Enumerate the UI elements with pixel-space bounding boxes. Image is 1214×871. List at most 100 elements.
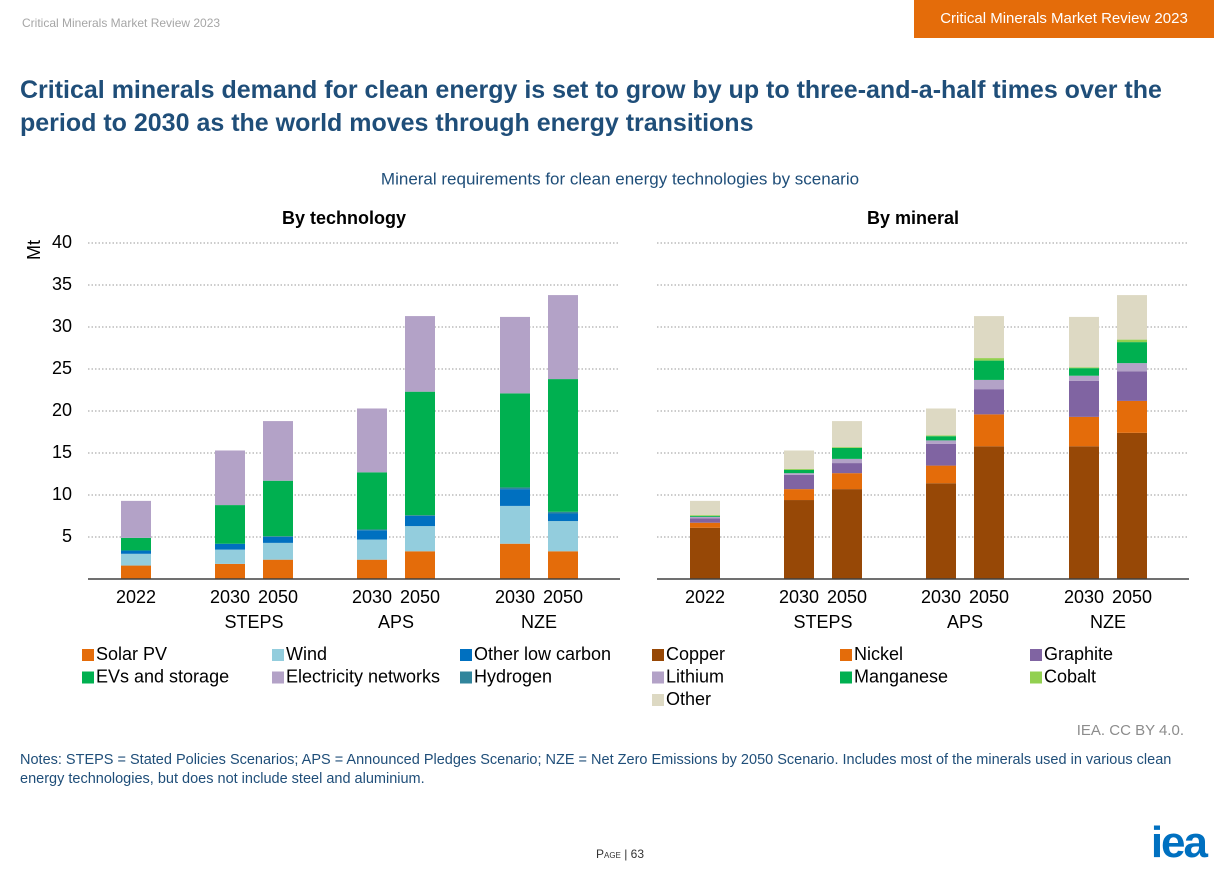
legend-swatch [82, 671, 94, 684]
bar-segment [690, 500, 720, 516]
running-title: Critical Minerals Market Review 2023 [22, 16, 221, 30]
bar-segment [1117, 342, 1147, 364]
bar-segment [500, 487, 530, 490]
badge: Critical Minerals Market Review 2023 [914, 0, 1214, 38]
bar-segment [690, 516, 720, 517]
bar-segment [357, 472, 387, 530]
bar-segment [121, 537, 151, 551]
legend-label: Solar PV [96, 644, 167, 664]
bar-segment [405, 526, 435, 552]
x-tick-label: 2022 [685, 587, 725, 607]
bar-segment [784, 468, 814, 470]
legend-swatch [652, 694, 664, 706]
bar-segment [832, 421, 862, 448]
y-tick-label: 5 [62, 526, 72, 546]
bar-segment [690, 518, 720, 523]
bar-segment [548, 379, 578, 512]
bar-segment [1069, 316, 1099, 368]
group-label: NZE [521, 612, 557, 632]
legend-swatch [840, 671, 852, 684]
bar-segment [784, 489, 814, 501]
group-label: STEPS [793, 612, 852, 632]
bar-segment [405, 516, 435, 527]
legend-swatch [272, 671, 284, 684]
bar-segment [1117, 400, 1147, 433]
bar-segment [548, 551, 578, 579]
legend-label: Lithium [666, 666, 724, 686]
x-tick-label: 2022 [116, 587, 156, 607]
bar-segment [974, 358, 1004, 361]
legend-label: Graphite [1044, 644, 1113, 664]
bar-segment [926, 408, 956, 436]
legend-swatch [272, 649, 284, 661]
bar-segment [832, 463, 862, 474]
logo: iea [1150, 818, 1208, 867]
bar-segment [1069, 368, 1099, 376]
bar-segment [405, 316, 435, 392]
bar-segment [500, 489, 530, 506]
bar-segment [500, 316, 530, 394]
legend-label: Nickel [854, 644, 903, 664]
bar-segment [784, 474, 814, 490]
bar-segment [1069, 416, 1099, 447]
bar-segment [1117, 371, 1147, 401]
x-tick-label: 2030 [495, 587, 535, 607]
bar-segment [357, 539, 387, 560]
y-tick-label: 15 [52, 442, 72, 462]
y-tick-label: 30 [52, 316, 72, 336]
bar-segment [832, 473, 862, 490]
bar-segment [500, 393, 530, 488]
bar-segment [548, 295, 578, 380]
bar-segment [121, 500, 151, 538]
bar-segment [405, 551, 435, 579]
x-tick-label: 2050 [543, 587, 583, 607]
bar-segment [121, 553, 151, 566]
bar-segment [548, 513, 578, 522]
legend-label: Electricity networks [286, 666, 440, 686]
legend-swatch [652, 671, 664, 684]
x-tick-label: 2050 [827, 587, 867, 607]
bar-segment [974, 316, 1004, 359]
bar-segment [926, 443, 956, 466]
bar-segment [215, 543, 245, 550]
bar-segment [548, 521, 578, 552]
notes: Notes: STEPS = Stated Policies Scenarios… [20, 752, 1172, 787]
legend-swatch [82, 649, 94, 661]
bar-segment [974, 389, 1004, 415]
bar-segment [784, 469, 814, 474]
x-tick-label: 2030 [779, 587, 819, 607]
legend-label: Other [666, 689, 711, 709]
bar-segment [121, 565, 151, 579]
bar-segment [974, 360, 1004, 380]
bar-segment [690, 516, 720, 519]
y-tick-label: 25 [52, 358, 72, 378]
bar-segment [500, 505, 530, 544]
bar-segment [263, 537, 293, 543]
bar-segment [263, 542, 293, 560]
x-tick-label: 2050 [258, 587, 298, 607]
group-label: STEPS [224, 612, 283, 632]
x-tick-label: 2030 [210, 587, 250, 607]
legend-label: Other low carbon [474, 644, 611, 664]
x-tick-label: 2030 [921, 587, 961, 607]
bar-segment [1117, 339, 1147, 343]
legend-label: EVs and storage [96, 666, 229, 686]
bar-segment [1117, 432, 1147, 579]
bar-segment [926, 483, 956, 579]
bar-segment [926, 436, 956, 441]
bar-segment [784, 500, 814, 579]
bar-segment [500, 543, 530, 579]
bar-segment [926, 465, 956, 484]
bar-segment [215, 505, 245, 544]
page-title: Critical minerals demand for clean energ… [20, 76, 1162, 137]
bar-segment [832, 489, 862, 579]
bar-segment [357, 408, 387, 473]
bar-segment [263, 480, 293, 537]
bar-segment [548, 511, 578, 514]
source: IEA. CC BY 4.0. [1076, 722, 1184, 739]
y-tick-label: 10 [52, 484, 72, 504]
bar-segment [1069, 446, 1099, 579]
bar-segment [405, 515, 435, 516]
panel-title: By technology [282, 208, 406, 228]
